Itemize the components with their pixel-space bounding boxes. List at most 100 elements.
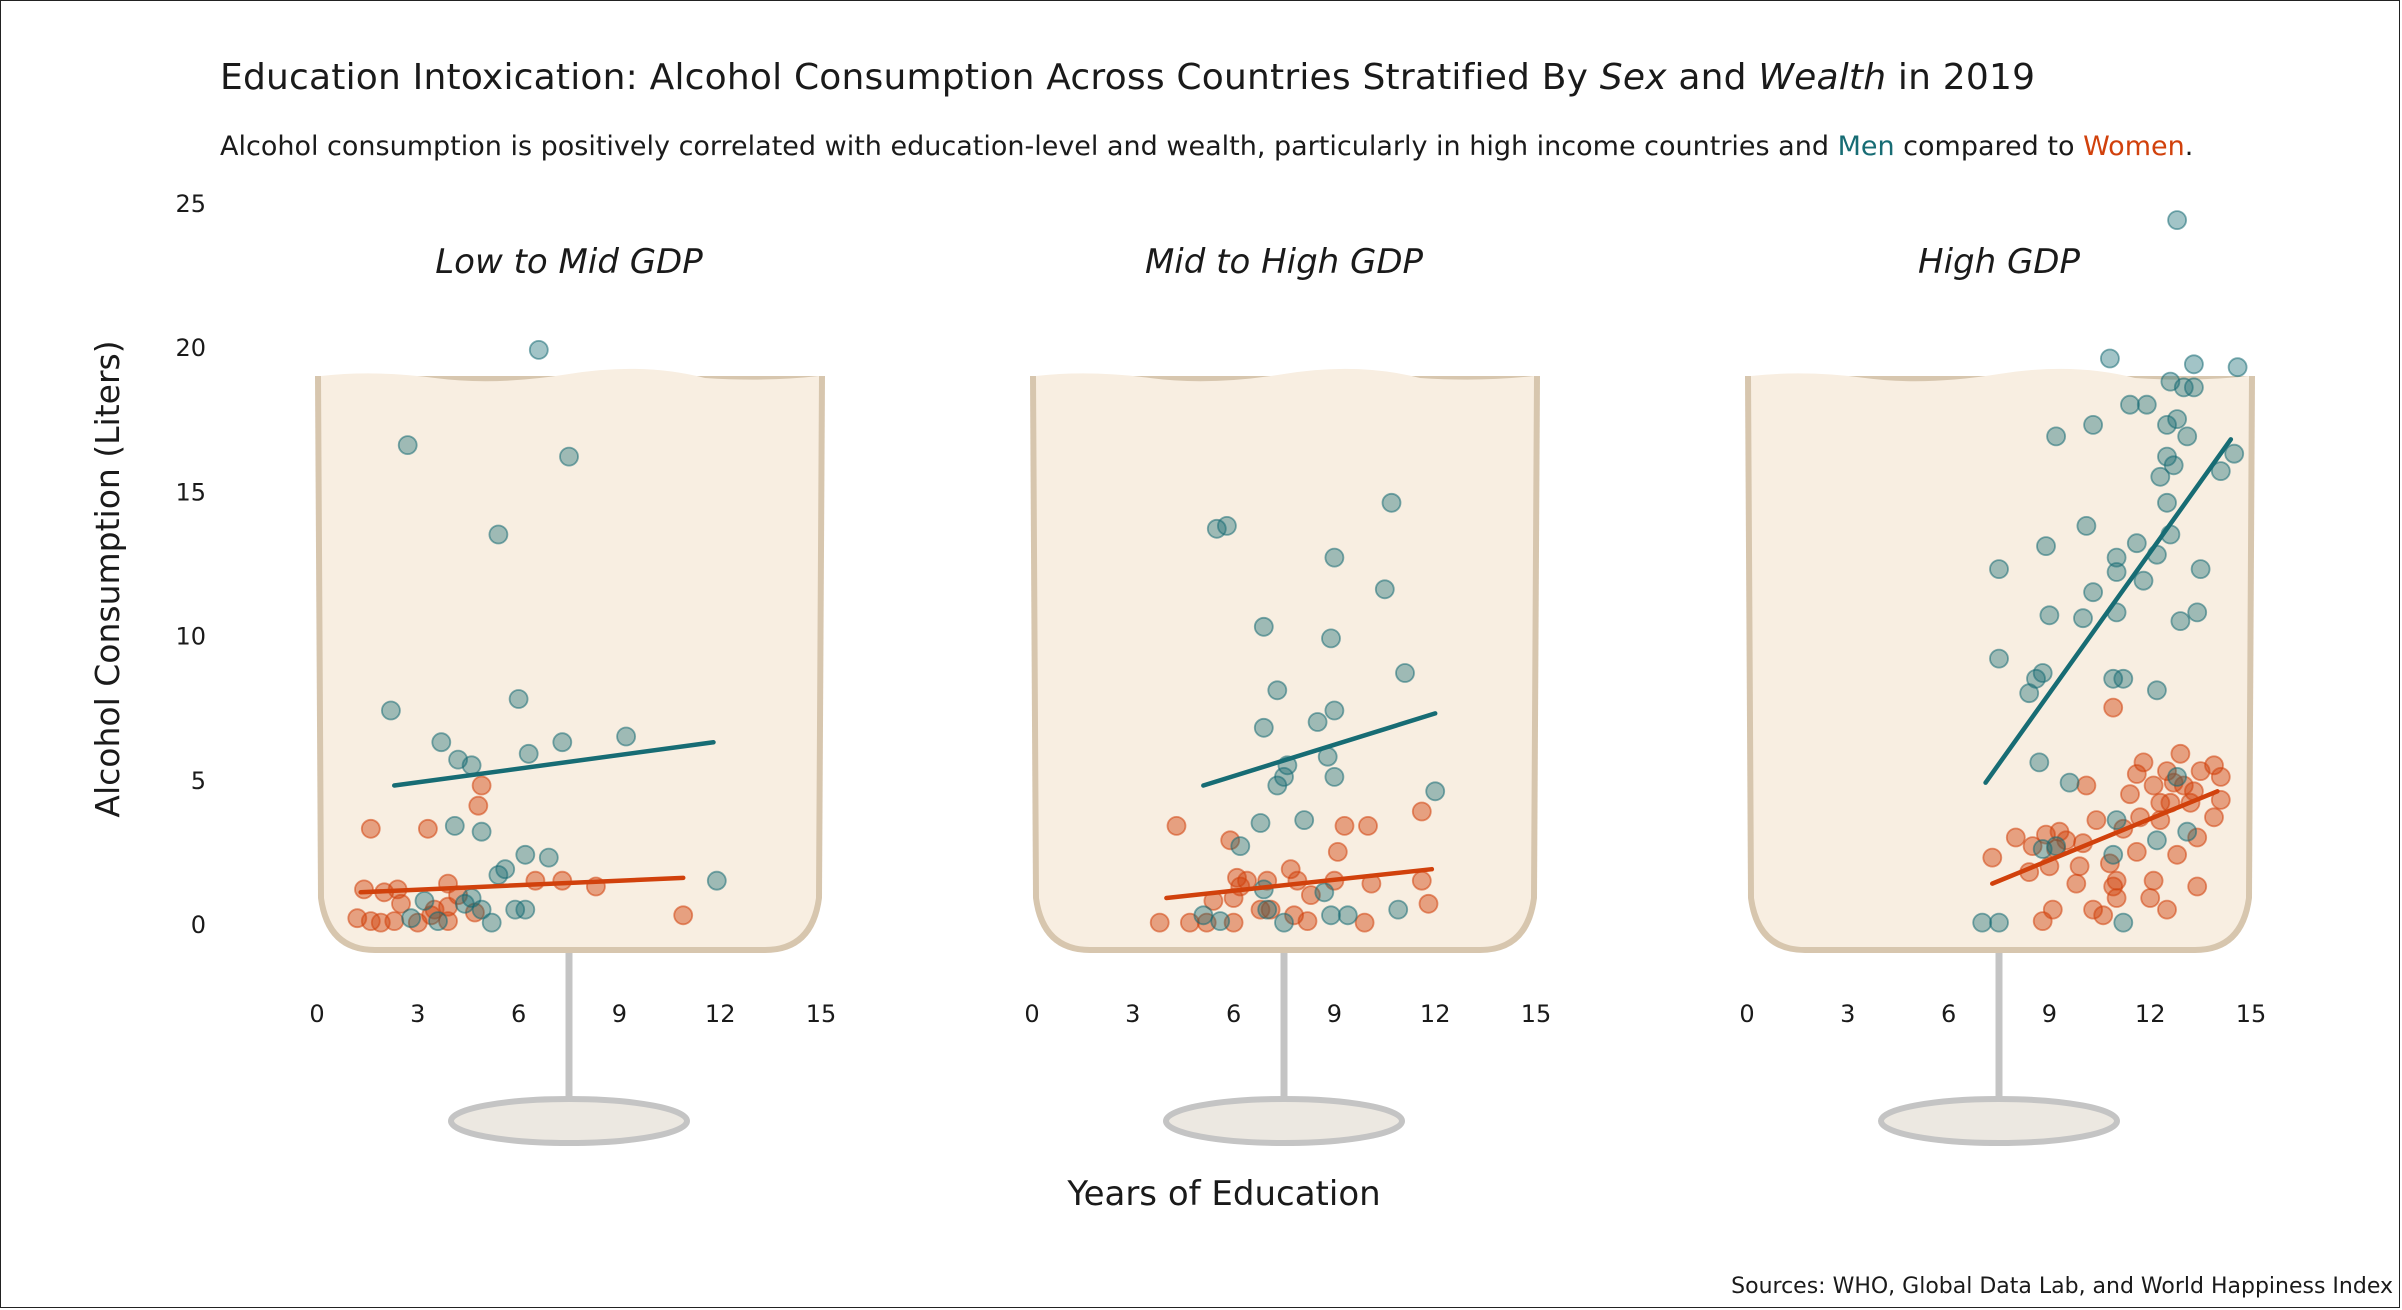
men-point (2046, 426, 2067, 447)
men-point (1395, 663, 1415, 683)
y-tick-label: 5 (191, 767, 206, 795)
women-trend-line (358, 875, 686, 895)
men-point (2167, 767, 2188, 787)
x-tick-label: 6 (1941, 1000, 1956, 1028)
facet-panel: High GDP 0 3 6 9 12 15 (1739, 210, 2266, 1028)
men-point (2103, 844, 2124, 865)
men-point (454, 893, 475, 914)
men-point (2113, 912, 2134, 933)
men-point (2183, 354, 2204, 375)
women-point (2083, 899, 2104, 920)
facet-label: Mid to High GDP (1145, 242, 1424, 282)
women-point (1297, 911, 1318, 931)
glass-liquid (321, 368, 819, 947)
women-point (525, 870, 546, 891)
men-point (1321, 628, 1341, 649)
title-sex: Sex (1599, 57, 1667, 98)
women-point (2210, 790, 2231, 810)
x-tick-label: 15 (806, 1000, 837, 1028)
men-point (2157, 492, 2177, 513)
women-point (2066, 873, 2087, 894)
glass-base (1878, 1096, 2120, 1146)
women-point (1250, 899, 1271, 920)
men-point (2157, 414, 2177, 435)
women-point (2093, 905, 2114, 926)
men-point (431, 732, 452, 753)
x-tick-label: 6 (1226, 1000, 1241, 1028)
x-tick-label: 6 (511, 1000, 526, 1028)
men-trend-line (392, 739, 716, 788)
women-point (2120, 784, 2140, 805)
women-point (1411, 801, 1432, 822)
women-point (2086, 810, 2107, 830)
men-point (2183, 377, 2204, 398)
women-point (2106, 870, 2127, 891)
men-point (2150, 466, 2171, 487)
men-point (528, 339, 549, 360)
men-point (508, 689, 529, 709)
men-point (515, 844, 536, 865)
women-point (2069, 856, 2090, 877)
women-point (2167, 844, 2188, 865)
men-point (2099, 348, 2120, 369)
legend-women: Women (2083, 131, 2185, 162)
women-point (2157, 899, 2177, 920)
women-point (2103, 876, 2124, 897)
men-point (2163, 455, 2184, 476)
men-point (2126, 533, 2147, 554)
x-tick-label: 3 (1125, 1000, 1140, 1028)
men-point (1989, 912, 2009, 933)
men-point (1321, 905, 1341, 926)
women-point (2032, 911, 2053, 931)
men-point (2224, 443, 2245, 464)
women-point (1334, 816, 1355, 836)
x-tick-label: 9 (2042, 1000, 2057, 1028)
men-point (401, 908, 422, 929)
women-point (471, 775, 492, 796)
women-point (2106, 888, 2127, 908)
subtitle-text: Alcohol consumption is positively correl… (220, 131, 1838, 162)
women-point (1220, 830, 1241, 851)
title-year: in 2019 (1886, 57, 2036, 98)
men-trend-line (1983, 437, 2234, 785)
y-tick-label: 0 (191, 911, 206, 939)
men-point (2073, 608, 2093, 629)
women-point (2140, 888, 2161, 908)
subtitle-compared: compared to (1894, 131, 2084, 162)
y-axis: 0 5 10 15 20 25 (175, 190, 206, 939)
women-point (2126, 842, 2147, 862)
women-point (1280, 859, 1301, 880)
facet-label: Low to Mid GDP (435, 242, 703, 282)
men-point (2120, 394, 2140, 415)
men-point (2029, 752, 2050, 773)
women-point (2204, 755, 2224, 776)
women-point (1287, 870, 1308, 891)
men-point (1307, 712, 1328, 732)
men-point (1230, 836, 1251, 856)
women-point (2187, 876, 2208, 897)
men-point (2036, 536, 2056, 556)
facet-label: High GDP (1918, 242, 2080, 282)
y-axis-label: Alcohol Consumption (Liters) (88, 340, 127, 817)
wine-glass (315, 368, 825, 1146)
women-point (360, 818, 381, 839)
women-point (2143, 870, 2164, 891)
men-point (2106, 547, 2127, 568)
men-point (2113, 668, 2134, 689)
men-point (2106, 810, 2127, 830)
legend-men: Men (1837, 131, 1895, 162)
men-point (2146, 680, 2167, 701)
women-point (417, 818, 438, 839)
women-point (1411, 870, 1432, 891)
glass-base (1163, 1096, 1405, 1146)
men-point (1267, 680, 1288, 701)
glass-liquid (1036, 368, 1534, 947)
men-point (444, 816, 465, 836)
glass-base (448, 1096, 690, 1146)
men-point (2039, 605, 2060, 626)
men-trend-line (1201, 711, 1438, 788)
men-point (2059, 772, 2080, 793)
men-point (552, 732, 573, 753)
men-point (380, 700, 401, 721)
